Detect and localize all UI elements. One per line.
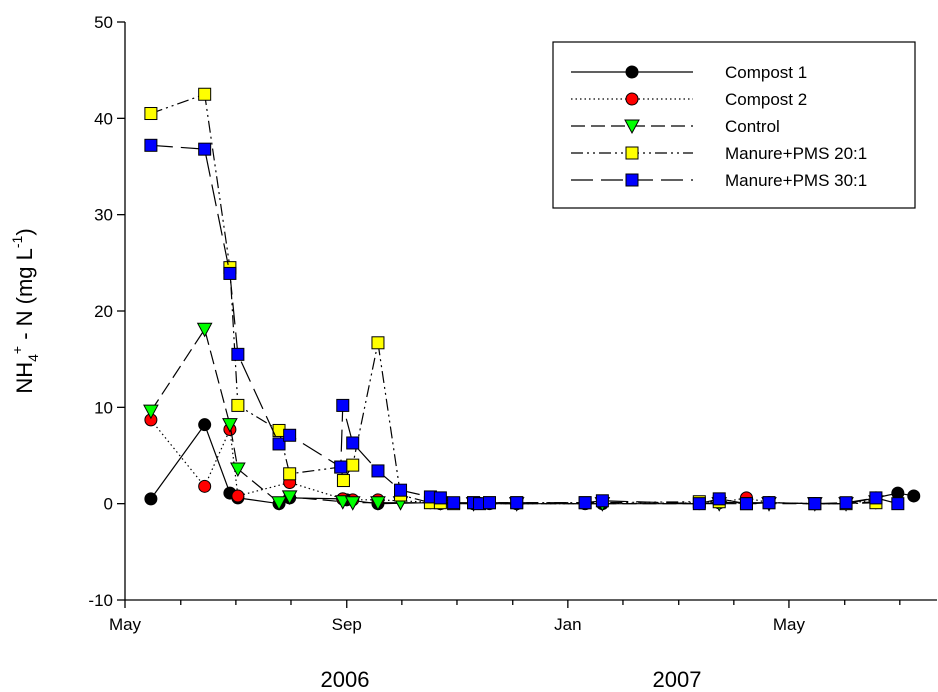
marker	[144, 138, 158, 152]
legend-label: Control	[725, 117, 780, 136]
marker	[346, 458, 360, 472]
legend-label: Compost 1	[725, 63, 807, 82]
marker	[371, 464, 385, 478]
year-label: 2006	[321, 667, 370, 692]
y-label-part: )	[12, 228, 37, 235]
marker	[143, 404, 159, 420]
marker	[196, 322, 213, 338]
x-tick-label: May	[109, 615, 142, 634]
marker	[624, 119, 640, 135]
marker	[283, 428, 297, 442]
marker	[231, 489, 245, 503]
marker	[578, 496, 592, 510]
y-tick-label: 0	[104, 495, 113, 514]
marker	[625, 92, 639, 106]
marker	[869, 491, 883, 505]
marker	[762, 496, 776, 510]
marker	[283, 467, 297, 481]
marker	[394, 483, 408, 497]
marker	[692, 497, 706, 511]
series-line	[150, 423, 914, 505]
y-label-part: NH	[12, 362, 37, 394]
marker	[336, 474, 350, 488]
marker	[808, 497, 822, 511]
marker	[625, 173, 639, 187]
marker	[447, 496, 461, 510]
marker	[144, 492, 158, 506]
marker	[712, 492, 726, 506]
marker	[371, 336, 385, 350]
marker	[334, 460, 348, 474]
marker	[272, 437, 286, 451]
marker	[739, 497, 753, 511]
marker	[483, 496, 497, 510]
series-line	[150, 419, 876, 505]
marker	[144, 107, 158, 121]
marker	[370, 496, 386, 511]
x-tick-label: Sep	[332, 615, 362, 634]
y-tick-label: 10	[94, 398, 113, 417]
marker	[271, 496, 287, 511]
y-tick-label: 30	[94, 206, 113, 225]
marker	[231, 398, 245, 412]
y-label-part: -1	[9, 235, 25, 248]
y-label-part: - N (mg L	[12, 248, 37, 346]
marker	[198, 142, 212, 156]
marker	[433, 491, 447, 505]
marker	[198, 479, 212, 493]
marker	[222, 418, 238, 433]
year-label: 2007	[653, 667, 702, 692]
x-tick-label: Jan	[554, 615, 581, 634]
marker	[595, 494, 609, 508]
marker	[198, 87, 212, 101]
marker	[281, 490, 298, 505]
x-tick-label: May	[773, 615, 806, 634]
legend-label: Manure+PMS 20:1	[725, 144, 867, 163]
legend-label: Manure+PMS 30:1	[725, 171, 867, 190]
marker	[230, 462, 246, 478]
marker	[625, 146, 639, 160]
marker	[231, 347, 245, 361]
y-tick-label: 40	[94, 109, 113, 128]
series-line	[150, 327, 876, 505]
marker	[625, 65, 639, 79]
marker	[346, 436, 360, 450]
y-label-part: +	[9, 346, 25, 354]
marker	[336, 398, 350, 412]
marker	[907, 489, 921, 503]
y-tick-label: 20	[94, 302, 113, 321]
y-tick-label: -10	[88, 591, 113, 610]
marker	[839, 496, 853, 510]
legend-label: Compost 2	[725, 90, 807, 109]
y-label-part: 4	[25, 354, 41, 362]
marker	[344, 496, 361, 511]
marker	[198, 418, 212, 432]
y-tick-label: 50	[94, 13, 113, 32]
marker	[891, 497, 905, 511]
marker	[510, 496, 524, 510]
marker	[334, 495, 351, 510]
y-axis-label: NH4+ - N (mg L-1)	[9, 228, 41, 393]
marker	[223, 266, 237, 280]
